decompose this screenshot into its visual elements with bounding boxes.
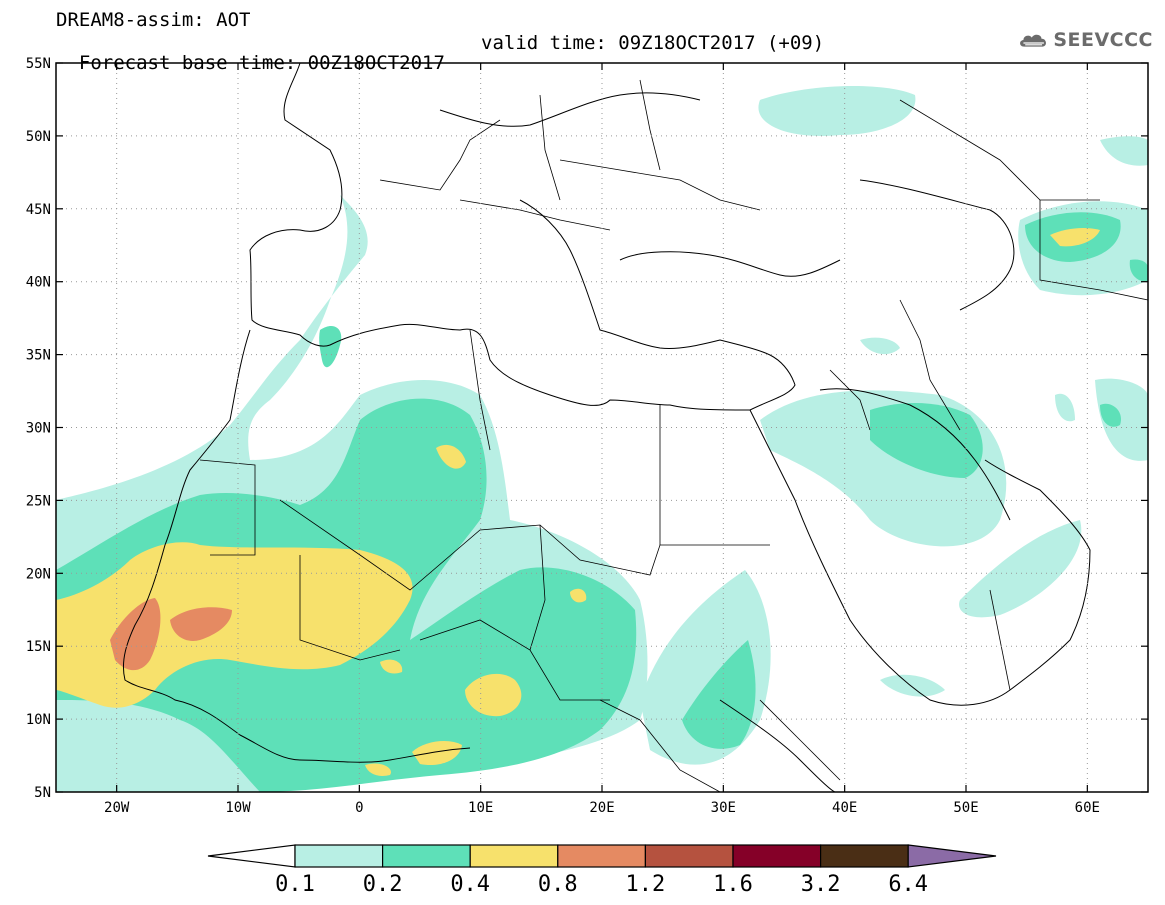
seevccc-logo: SEEVCCC [1018, 22, 1153, 58]
lat-tick-label: 10N [26, 712, 51, 728]
aot-band-0.4-0.8 [56, 227, 1100, 776]
map-title: DREAM8-assim: AOT [56, 9, 251, 31]
colorbar-level-label: 0.1 [275, 872, 315, 897]
lon-tick-label: 10W [225, 800, 251, 816]
lat-tick-label: 35N [26, 348, 51, 364]
logo-wordmark: SEEVCCC [1053, 29, 1153, 51]
aot-field [56, 85, 1148, 792]
colorbar-level-label: 1.6 [713, 872, 753, 897]
country-borders [199, 79, 1148, 792]
graticule [56, 63, 1148, 792]
lon-tick-label: 40E [832, 800, 857, 816]
colorbar-level-label: 0.8 [538, 872, 578, 897]
colorbar-level-label: 0.4 [450, 872, 490, 897]
lat-tick-label: 50N [26, 129, 51, 145]
lon-tick-label: 20W [104, 800, 130, 816]
coastlines [122, 63, 1091, 792]
colorbar-cells [207, 844, 997, 868]
lat-tick-label: 40N [26, 275, 51, 291]
aot-band-0.8-1.2 [110, 598, 232, 671]
lon-tick-label: 0 [355, 800, 363, 816]
colorbar-level-label: 1.2 [626, 872, 666, 897]
colorbar-cell [557, 844, 646, 868]
longitude-axis: 20W 10W 0 10E 20E 30E 40E 50E 60E [104, 63, 1100, 816]
latitude-axis: 55N 50N 45N 40N 35N 30N 25N 20N 15N 10N 5N [26, 56, 1148, 801]
colorbar-cell [819, 844, 909, 868]
lat-tick-label: 30N [26, 421, 51, 437]
colorbar-labels: 0.1 0.2 0.4 0.8 1.2 1.6 3.2 6.4 [275, 872, 928, 897]
colorbar-cell [294, 844, 384, 868]
lon-tick-label: 20E [589, 800, 614, 816]
colorbar-cell [732, 844, 822, 868]
colorbar-cell [644, 844, 734, 868]
lon-tick-label: 10E [468, 800, 493, 816]
colorbar-high-arrow [907, 844, 997, 868]
lat-tick-label: 5N [34, 785, 51, 801]
lon-tick-label: 30E [711, 800, 736, 816]
colorbar-level-label: 0.2 [363, 872, 403, 897]
colorbar-cell [469, 844, 559, 868]
lat-tick-label: 15N [26, 639, 51, 655]
lat-tick-label: 25N [26, 493, 51, 509]
lat-tick-label: 45N [26, 202, 51, 218]
colorbar-level-label: 6.4 [888, 872, 928, 897]
colorbar-cell [382, 844, 471, 868]
lat-tick-label: 55N [26, 56, 51, 72]
colorbar-low-arrow [207, 844, 296, 868]
lon-tick-label: 60E [1075, 800, 1100, 816]
cloud-icon [1020, 34, 1047, 47]
valid-time: valid time: 09Z18OCT2017 (+09) [481, 32, 825, 54]
colorbar-level-label: 3.2 [801, 872, 841, 897]
lon-tick-label: 50E [953, 800, 978, 816]
lat-tick-label: 20N [26, 566, 51, 582]
